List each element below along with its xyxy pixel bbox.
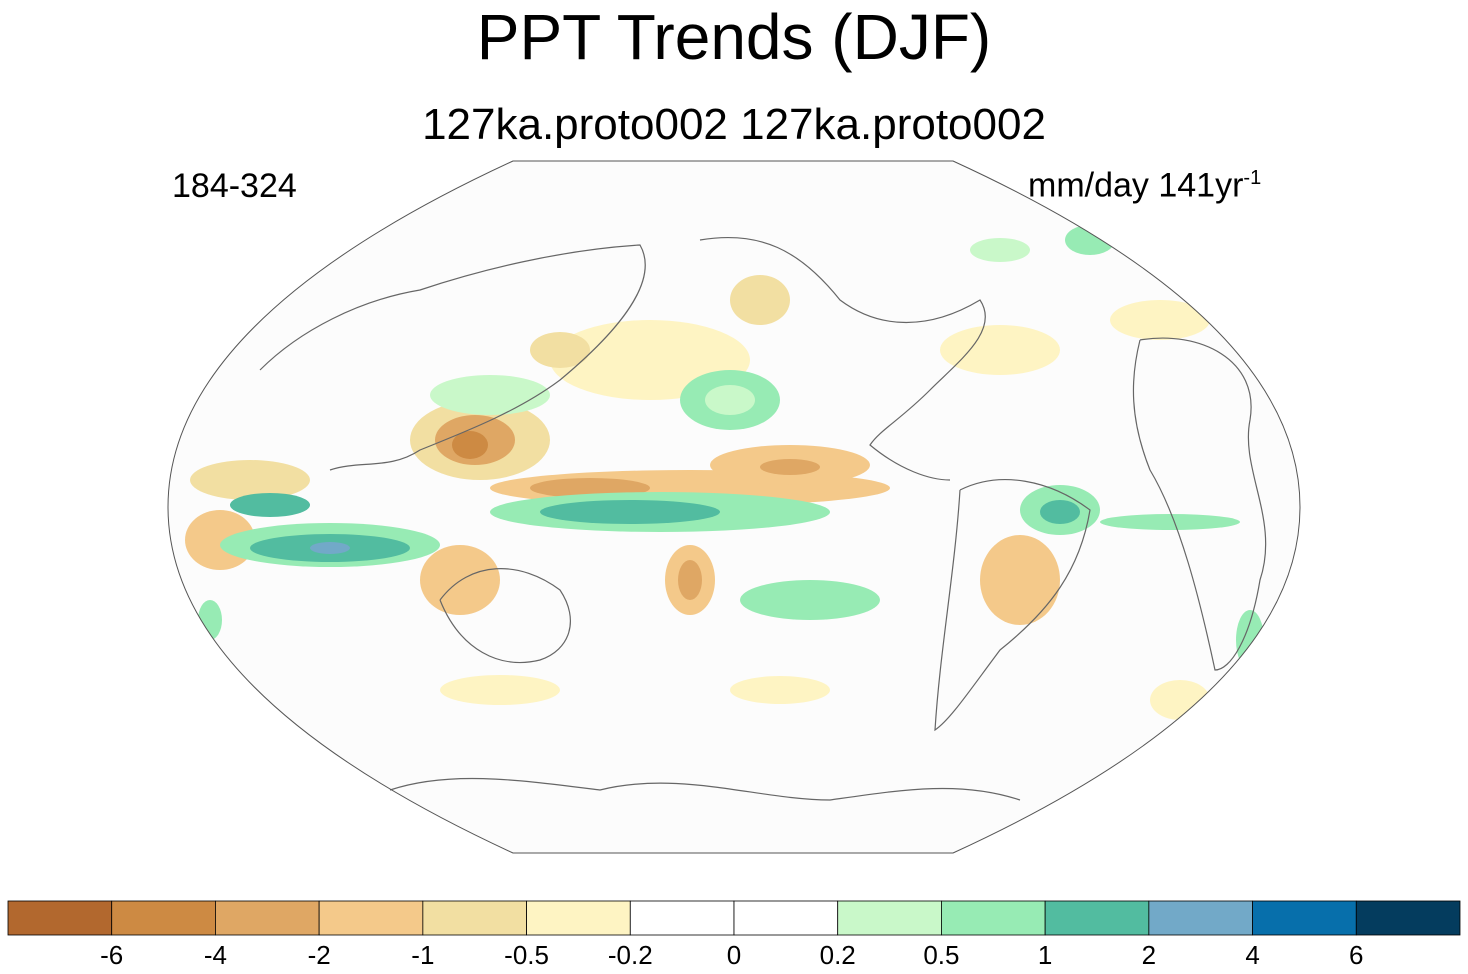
colorbar-box	[1355, 900, 1461, 936]
colorbar-tick-label: 0.5	[923, 940, 959, 970]
colorbar-tick-label: -6	[100, 940, 123, 970]
colorbar-tick-label: 4	[1245, 940, 1259, 970]
colorbar-tick-label: -1	[411, 940, 434, 970]
colorbar-tick-label: 0	[727, 940, 741, 970]
colorbar-tick-label: -0.5	[504, 940, 549, 970]
colorbar-box	[1044, 900, 1150, 936]
colorbar-box	[733, 900, 839, 936]
colorbar-tick-label: 1	[1038, 940, 1052, 970]
colorbar-box	[1148, 900, 1253, 936]
colorbar-box	[318, 900, 424, 936]
coast-south-america	[934, 479, 1091, 732]
map-border	[167, 160, 1301, 854]
coast-north-america	[699, 236, 986, 481]
colorbar-box	[629, 900, 735, 936]
units-label: mm/day 141yr-1	[1028, 158, 1261, 205]
page-title: PPT Trends (DJF)	[476, 1, 992, 73]
colorbar-box	[7, 900, 113, 936]
coast-antarctica	[389, 777, 1021, 801]
coast-africa	[1132, 337, 1267, 671]
precip-trend-field	[185, 225, 1264, 720]
colorbar-tick-label: -2	[308, 940, 331, 970]
colorbar-box	[941, 900, 1046, 936]
colorbar-labels: -6 -4 -2 -1 -0.5 -0.2 0 0.2 0.5 1 2 4 6	[100, 940, 1363, 970]
colorbar-boxes	[7, 900, 1461, 936]
colorbar-tick-label: -0.2	[608, 940, 653, 970]
units-exponent: -1	[1243, 167, 1262, 189]
colorbar-box	[215, 900, 320, 936]
units-text: mm/day 141yr	[1028, 166, 1244, 205]
experiment-subtitle: 127ka.proto002 127ka.proto002	[422, 100, 1046, 149]
colorbar-tick-label: 0.2	[820, 940, 856, 970]
colorbar-box	[111, 900, 216, 936]
colorbar: -6 -4 -2 -1 -0.5 -0.2 0 0.2 0.5 1 2 4 6	[7, 900, 1461, 970]
colorbar-tick-label: 2	[1142, 940, 1156, 970]
colorbar-box	[837, 900, 942, 936]
coastlines	[259, 236, 1267, 801]
colorbar-box	[526, 900, 631, 936]
colorbar-tick-label: 6	[1349, 940, 1363, 970]
world-map	[167, 160, 1301, 854]
colorbar-tick-label: -4	[204, 940, 227, 970]
colorbar-box	[1252, 900, 1357, 936]
colorbar-box	[422, 900, 527, 936]
coast-australia	[439, 568, 571, 664]
year-range-label: 184-324	[172, 167, 297, 205]
coast-eurasia	[259, 244, 646, 471]
